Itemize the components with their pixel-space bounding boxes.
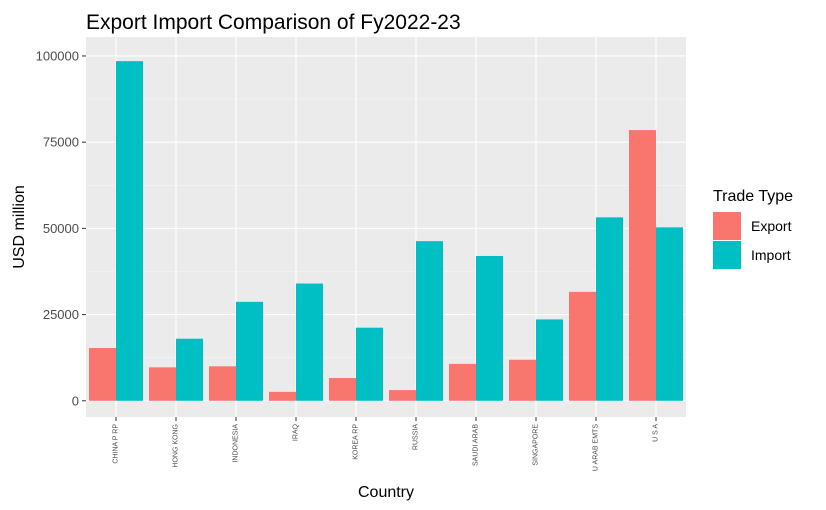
x-tick-label: U S A: [653, 424, 660, 442]
legend-title: Trade Type: [713, 188, 793, 205]
x-tick-label: INDONESIA: [233, 424, 240, 463]
chart-title: Export Import Comparison of Fy2022-23: [86, 11, 461, 34]
x-tick-label: IRAQ: [293, 423, 300, 441]
legend-key-import: [713, 241, 741, 269]
bar-import-saudi-arab: [476, 255, 503, 401]
bar-export-china-p-rp: [89, 348, 116, 401]
x-tick-label: CHINA P RP: [113, 424, 120, 464]
bar-import-korea-rp: [356, 327, 383, 401]
x-tick-label: HONG KONG: [173, 424, 180, 468]
bar-export-korea-rp: [329, 378, 356, 401]
bar-export-u-arab-emts: [569, 291, 596, 401]
y-tick-label: 75000: [43, 135, 79, 150]
x-tick-label: RUSSIA: [413, 424, 420, 450]
bar-export-iraq: [269, 391, 296, 401]
bar-import-russia: [416, 241, 443, 401]
bars: [89, 61, 683, 401]
y-tick-label: 100000: [36, 48, 79, 63]
x-tick-label: SINGAPORE: [533, 424, 540, 466]
x-tick-label: U ARAB EMTS: [593, 424, 600, 471]
legend-label-export: Export: [751, 218, 792, 234]
bar-export-singapore: [509, 359, 536, 401]
bar-export-u-s-a: [629, 130, 656, 401]
x-tick-label: KOREA RP: [353, 424, 360, 460]
legend-key-export: [713, 212, 741, 240]
legend: Trade Type Export Import: [713, 188, 793, 269]
bar-import-hong-kong: [176, 338, 203, 401]
bar-import-iraq: [296, 283, 323, 401]
bar-export-indonesia: [209, 366, 236, 401]
bar-import-u-arab-emts: [596, 217, 623, 401]
y-tick-label: 0: [72, 393, 79, 408]
bar-export-russia: [389, 390, 416, 401]
y-tick-label: 25000: [43, 307, 79, 322]
y-axis: 0 25000 50000 75000 100000: [36, 48, 86, 408]
bar-export-hong-kong: [149, 367, 176, 401]
bar-import-indonesia: [236, 301, 263, 401]
x-tick-label: SAUDI ARAB: [473, 424, 480, 466]
bar-import-u-s-a: [656, 227, 683, 401]
y-tick-label: 50000: [43, 221, 79, 236]
x-axis-title: Country: [358, 484, 414, 501]
y-axis-title: USD million: [11, 185, 28, 269]
bar-export-saudi-arab: [449, 363, 476, 401]
bar-import-singapore: [536, 319, 563, 401]
legend-label-import: Import: [751, 247, 791, 263]
x-axis: CHINA P RP HONG KONG INDONESIA IRAQ KOREA RP…: [113, 417, 660, 471]
bar-import-china-p-rp: [116, 61, 143, 401]
